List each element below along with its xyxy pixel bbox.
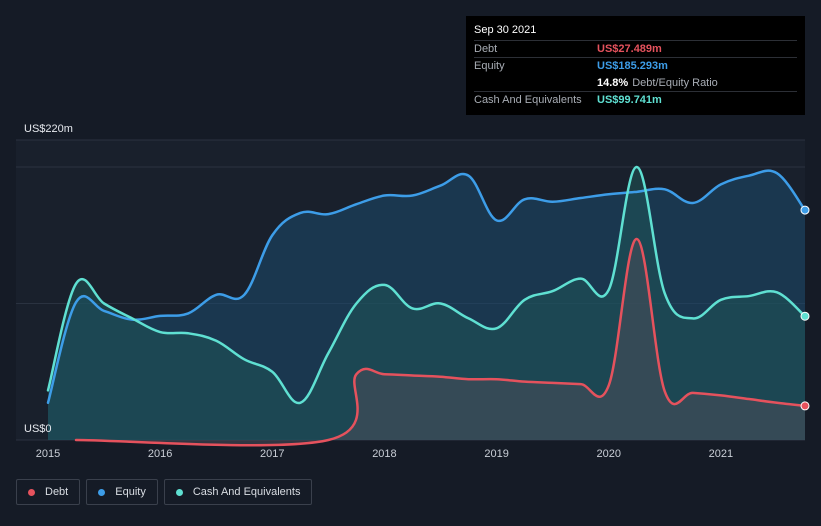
x-tick-2020: 2020 xyxy=(596,448,620,460)
tooltip-debt-label: Debt xyxy=(474,43,498,55)
data-tooltip: Sep 30 2021 Debt US$27.489m Equity US$18… xyxy=(466,16,805,115)
x-tick-2018: 2018 xyxy=(372,448,396,460)
tooltip-equity-label: Equity xyxy=(474,60,505,72)
equity-endpoint xyxy=(800,205,810,215)
debt-endpoint xyxy=(800,401,810,411)
series-lines xyxy=(46,165,807,447)
cash-and-equivalents-endpoint xyxy=(800,311,810,321)
tooltip-row-debt: Debt US$27.489m xyxy=(474,40,797,57)
x-axis-ticks: 2015 2016 2017 2018 2019 2020 2021 xyxy=(36,448,733,460)
tooltip-date: Sep 30 2021 xyxy=(474,24,537,36)
equity-dot-icon xyxy=(98,488,106,496)
tooltip-row-equity: Equity US$185.293m xyxy=(474,57,797,74)
legend-debt-label: Debt xyxy=(45,486,69,498)
legend-item-debt[interactable]: Debt xyxy=(16,479,81,505)
tooltip-debt-value: US$27.489m xyxy=(597,43,662,55)
series-endpoints xyxy=(800,205,810,411)
tooltip-row-ratio: 14.8% Debt/Equity Ratio xyxy=(474,74,797,91)
x-tick-2019: 2019 xyxy=(484,448,508,460)
tooltip-ratio-label: Debt/Equity Ratio xyxy=(632,77,718,89)
debt-area xyxy=(76,238,805,446)
tooltip-ratio-spacer xyxy=(474,75,597,91)
legend-cash-label: Cash And Equivalents xyxy=(192,486,301,498)
tooltip-ratio-value: 14.8% xyxy=(597,77,629,89)
x-tick-2016: 2016 xyxy=(148,448,172,460)
cash-dot-icon xyxy=(175,488,183,496)
x-tick-2015: 2015 xyxy=(36,448,60,460)
tooltip-cash-label: Cash And Equivalents xyxy=(474,94,582,106)
tooltip-cash-value: US$99.741m xyxy=(597,94,662,106)
x-tick-2017: 2017 xyxy=(260,448,284,460)
x-tick-2021: 2021 xyxy=(709,448,733,460)
legend-equity-label: Equity xyxy=(115,486,146,498)
debt-dot-icon xyxy=(28,488,35,496)
legend-item-cash[interactable]: Cash And Equivalents xyxy=(163,479,313,505)
cash-and-equivalents-line xyxy=(46,165,807,405)
chart-legend: Debt Equity Cash And Equivalents xyxy=(16,479,313,507)
equity-line xyxy=(46,169,807,405)
debt-line xyxy=(74,237,807,447)
legend-item-equity[interactable]: Equity xyxy=(86,479,158,505)
tooltip-row-cash: Cash And Equivalents US$99.741m xyxy=(474,91,797,108)
tooltip-equity-value: US$185.293m xyxy=(597,60,668,72)
y-axis-top-label: US$220m xyxy=(24,123,73,135)
y-axis-bottom-label: US$0 xyxy=(24,423,52,435)
